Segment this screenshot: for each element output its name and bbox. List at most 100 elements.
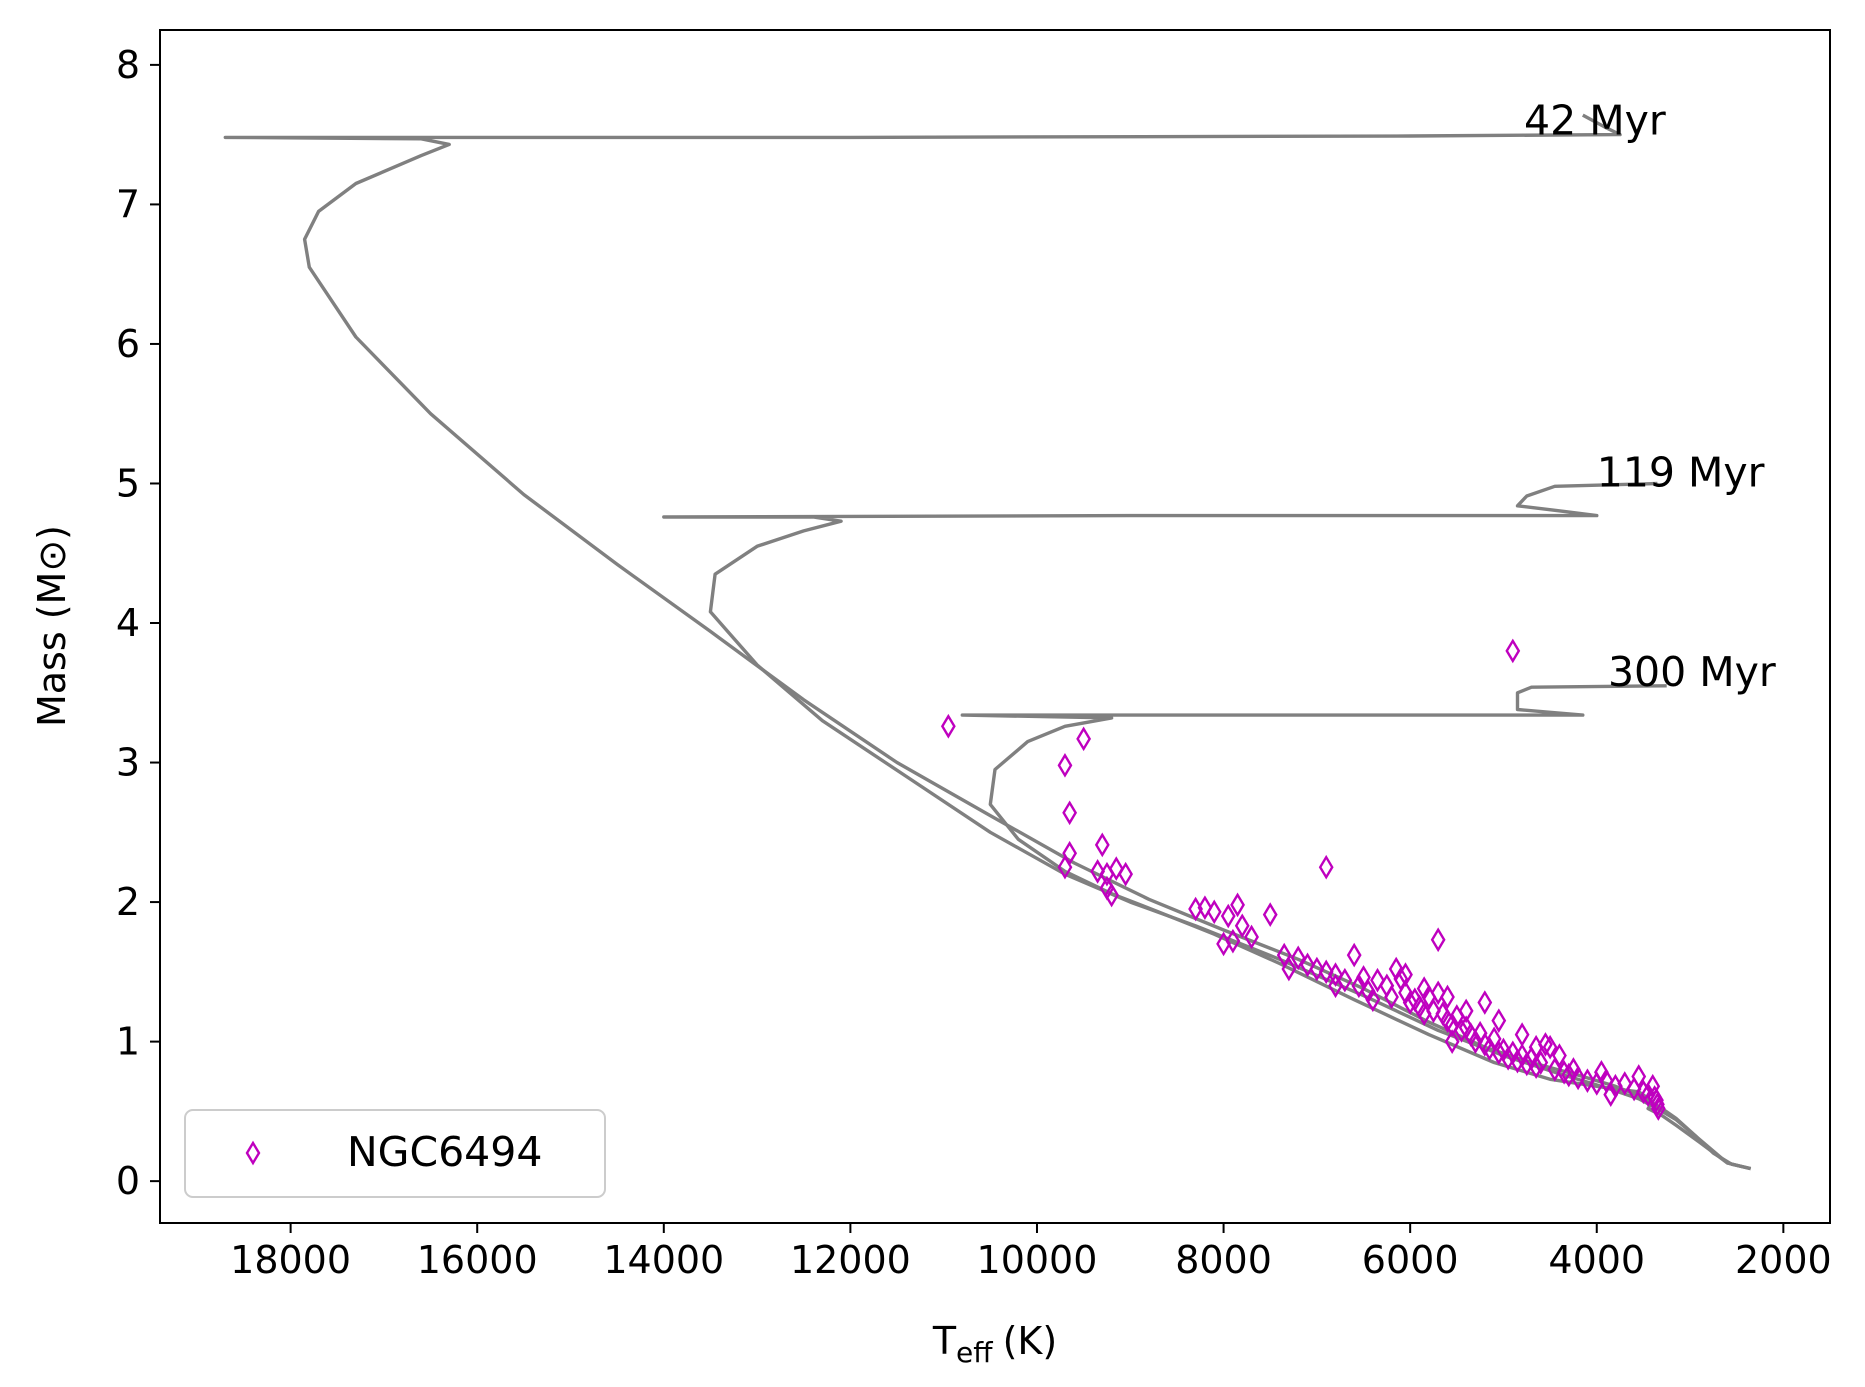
x-axis-label-subscript: eff (956, 1336, 993, 1369)
data-point (1220, 903, 1236, 929)
data-point (1262, 902, 1278, 927)
legend-label: NGC6494 (347, 1128, 542, 1176)
x-axis-label-main: T (932, 1319, 957, 1363)
data-point (1300, 952, 1315, 978)
data-point (1346, 942, 1362, 968)
x-tick-label: 4000 (1548, 1238, 1645, 1282)
y-tick-label: 1 (116, 1020, 140, 1064)
data-point (1062, 800, 1078, 826)
y-tick-label: 7 (116, 182, 140, 226)
data-point (1570, 1065, 1586, 1091)
x-tick-label: 2000 (1735, 1238, 1832, 1282)
x-tick-label: 16000 (417, 1238, 538, 1282)
data-point (1281, 956, 1297, 982)
data-point (1351, 973, 1367, 999)
data-point (1430, 927, 1446, 953)
isochrone-label: 42 Myr (1524, 97, 1666, 145)
data-point (1580, 1068, 1595, 1094)
x-axis: 18000 16000 14000 12000 10000 8000 6000 4000 200… (230, 1223, 1832, 1282)
data-point (1328, 973, 1343, 999)
x-tick-label: 18000 (230, 1238, 351, 1282)
data-point (1561, 1062, 1577, 1088)
annotation-layer: 42 Myr 119 Myr 300 Myr (1524, 97, 1776, 696)
data-point (1216, 931, 1231, 957)
data-point (1444, 1029, 1460, 1054)
x-axis-label-unit: (K) (1003, 1319, 1058, 1363)
data-point (1365, 987, 1381, 1013)
data-point (1444, 1012, 1460, 1038)
data-point (1076, 726, 1092, 752)
data-point (1477, 990, 1493, 1015)
data-point (1090, 859, 1106, 884)
y-tick-label: 4 (116, 601, 140, 645)
data-point (1649, 1087, 1664, 1113)
x-tick-label: 14000 (603, 1238, 724, 1282)
data-point (1528, 1054, 1544, 1080)
isochrone-line (662, 481, 1752, 1171)
data-point (1318, 854, 1334, 880)
isochrone-label: 300 Myr (1608, 648, 1776, 696)
y-tick-label: 2 (116, 880, 140, 924)
data-point (1430, 980, 1446, 1006)
data-point (1458, 998, 1474, 1024)
data-point (1328, 962, 1343, 987)
data-point (1426, 998, 1441, 1024)
data-point (1505, 638, 1521, 664)
y-tick-label: 6 (116, 322, 140, 366)
y-axis: 0 1 2 3 4 5 6 7 8 (116, 43, 160, 1203)
data-point (1118, 861, 1134, 887)
data-point (1468, 1029, 1483, 1054)
y-axis-label: Mass (M⊙) (30, 525, 74, 727)
data-point (1528, 1034, 1544, 1060)
data-point (1538, 1032, 1553, 1057)
legend-marker-icon (245, 1140, 261, 1166)
data-point (1057, 753, 1073, 778)
data-point (1416, 1001, 1432, 1027)
data-point (1290, 945, 1306, 971)
x-tick-label: 8000 (1175, 1238, 1272, 1282)
data-point (1514, 1022, 1530, 1047)
data-point (1566, 1057, 1581, 1082)
data-point (1384, 984, 1399, 1010)
y-tick-label: 8 (116, 43, 140, 87)
data-point (1491, 1008, 1507, 1034)
data-point (1631, 1064, 1647, 1089)
y-tick-label: 3 (116, 741, 140, 785)
data-point (1337, 967, 1353, 993)
x-tick-label: 6000 (1362, 1238, 1459, 1282)
legend-box (184, 1109, 606, 1198)
data-point (1454, 1018, 1469, 1043)
data-point (1533, 1050, 1549, 1075)
data-point (1234, 913, 1250, 939)
legend: NGC6494 (184, 1109, 606, 1198)
plot-frame (159, 29, 1831, 1224)
data-point (1225, 928, 1241, 954)
data-point (1309, 956, 1325, 982)
y-tick-label: 5 (116, 461, 140, 505)
data-point (1617, 1071, 1633, 1096)
data-point (1370, 967, 1385, 993)
data-point (1197, 895, 1213, 920)
data-point (1104, 882, 1120, 908)
y-tick-label: 0 (116, 1159, 140, 1203)
data-point (1108, 856, 1124, 881)
data-point (1491, 1040, 1507, 1066)
data-point (1094, 832, 1110, 858)
data-point (1603, 1082, 1619, 1107)
data-point (1318, 959, 1334, 985)
data-point (1057, 854, 1073, 880)
isochrone-line (960, 684, 1752, 1171)
data-point (1519, 1051, 1535, 1077)
x-tick-label: 12000 (790, 1238, 911, 1282)
data-point (940, 713, 956, 739)
isochrone-label: 119 Myr (1597, 448, 1765, 496)
data-point (1440, 984, 1455, 1010)
data-points-layer (940, 638, 1666, 1121)
data-point (1510, 1048, 1525, 1074)
data-point (1388, 956, 1404, 982)
data-point (1552, 1043, 1567, 1068)
data-point (1244, 924, 1259, 950)
data-point (1356, 965, 1371, 990)
x-tick-label: 10000 (977, 1238, 1098, 1282)
